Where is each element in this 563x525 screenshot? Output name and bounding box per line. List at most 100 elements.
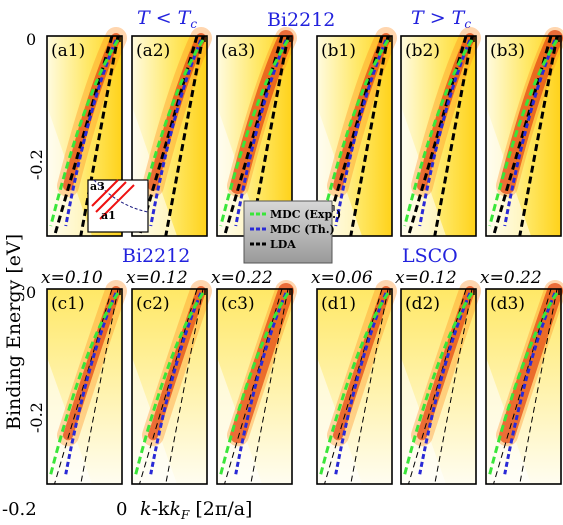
panel-c2: (c2) <box>131 280 212 485</box>
mdc-exp-line <box>219 39 290 227</box>
mdc-exp-line <box>49 292 120 475</box>
doping-label-5: x=0.12 <box>395 268 457 288</box>
panel-c3: (c3) <box>216 280 297 485</box>
lda-line <box>349 35 390 237</box>
doping-label-2: x=0.12 <box>126 268 188 288</box>
doping-label-4: x=0.06 <box>311 268 373 288</box>
panel-label: (b1) <box>321 41 356 61</box>
lda-line <box>164 35 205 237</box>
panel-frame <box>46 35 123 237</box>
panel-a3: (a3) <box>216 27 297 237</box>
lda-line <box>518 35 559 237</box>
ytick-top-02: -0.2 <box>27 149 46 180</box>
inset-label-a1: a1 <box>101 209 116 222</box>
panel-label: (a3) <box>221 41 255 61</box>
mdc-exp-line <box>488 39 559 227</box>
lda-line <box>519 288 558 485</box>
mdc-exp-line <box>403 292 474 475</box>
mdc-theory-line <box>418 39 472 227</box>
mdc-theory-line <box>64 292 118 475</box>
legend-label-2: MDC (Th.) <box>270 223 335 236</box>
lda-line-2 <box>224 288 283 485</box>
x-axis-label: k-kkF [2π/a] <box>140 498 252 522</box>
mdc-theory-line <box>149 292 203 475</box>
mdc-exp-line <box>49 39 120 227</box>
panel-label: (a1) <box>51 41 85 61</box>
legend-label-3: LDA <box>270 238 296 251</box>
xtick-0: 0 <box>116 499 127 520</box>
y-axis-label: Binding Energy [eV] <box>3 234 25 430</box>
panel-label: (c1) <box>51 294 85 314</box>
mdc-theory-line <box>234 39 288 227</box>
mdc-exp-line <box>134 292 205 475</box>
inset-cut-a3 <box>91 179 119 207</box>
inset-fermi-surface: a3 a1 <box>87 179 149 233</box>
panel-label: (a2) <box>136 41 170 61</box>
panel-frame <box>316 35 393 237</box>
legend: MDC (Exp.) MDC (Th.) LDA <box>243 200 341 264</box>
material-top-label: Bi2212 <box>267 9 335 31</box>
inset-label-a3: a3 <box>90 180 105 193</box>
panel-label: (c2) <box>136 294 170 314</box>
lda-line-2 <box>139 288 198 485</box>
lda-line <box>80 288 119 485</box>
cond-below-label: T < Tc <box>137 7 197 31</box>
ytick-bottom-0: 0 <box>26 283 36 302</box>
mdc-theory-line <box>503 292 557 475</box>
panel-label: (d2) <box>405 294 440 314</box>
cond-above-label: T > Tc <box>411 7 471 31</box>
lda-line <box>79 35 120 237</box>
doping-label-3: x=0.22 <box>211 268 273 288</box>
mdc-theory-line <box>334 39 388 227</box>
panel-d1: (d1) <box>316 280 397 485</box>
mdc-theory-line <box>503 39 557 227</box>
legend-label-1: MDC (Exp.) <box>270 208 341 221</box>
lda-line <box>350 288 389 485</box>
ytick-bottom-02: -0.2 <box>27 402 46 433</box>
xtick-neg02: -0.2 <box>2 499 37 520</box>
panel-b3: (b3) <box>485 27 563 237</box>
mdc-exp-line <box>488 292 559 475</box>
panel-frame <box>485 288 562 485</box>
panel-label: (d3) <box>490 294 525 314</box>
panel-frame <box>485 35 562 237</box>
panel-label: (b2) <box>405 41 440 61</box>
lda-line-2 <box>408 288 467 485</box>
lda-line-2 <box>324 288 383 485</box>
panel-c1: (c1) <box>46 280 127 485</box>
material-bottom-left-label: Bi2212 <box>122 245 190 267</box>
mdc-theory-line <box>64 39 118 227</box>
panel-b2: (b2) <box>400 27 481 237</box>
panel-a1: (a1) <box>46 27 127 237</box>
lda-line-2 <box>54 288 113 485</box>
material-bottom-right-label: LSCO <box>402 245 458 267</box>
panel-frame <box>316 288 393 485</box>
panel-frame <box>131 35 208 237</box>
mdc-theory-line <box>418 292 472 475</box>
mdc-theory-line <box>149 39 203 227</box>
panel-label: (b3) <box>490 41 525 61</box>
mdc-exp-line <box>219 292 290 475</box>
ytick-top-0: 0 <box>26 30 36 49</box>
lda-line <box>434 288 473 485</box>
lda-line <box>165 288 204 485</box>
mdc-theory-line <box>234 292 288 475</box>
panel-frame <box>400 35 477 237</box>
mdc-exp-line <box>319 39 390 227</box>
mdc-exp-line <box>319 292 390 475</box>
panel-frame <box>46 288 123 485</box>
panel-frame <box>400 288 477 485</box>
lda-line <box>433 35 474 237</box>
lda-line-2 <box>493 288 552 485</box>
inset-cut-mid <box>95 181 127 213</box>
panel-label: (d1) <box>321 294 356 314</box>
panel-frame <box>131 288 208 485</box>
mdc-theory-line <box>334 292 388 475</box>
doping-label-1: x=0.10 <box>41 268 103 288</box>
lda-line <box>250 288 289 485</box>
mdc-exp-line <box>403 39 474 227</box>
panel-label: (c3) <box>221 294 255 314</box>
inset-cut-a1 <box>99 184 135 220</box>
panel-d3: (d3) <box>485 280 563 485</box>
